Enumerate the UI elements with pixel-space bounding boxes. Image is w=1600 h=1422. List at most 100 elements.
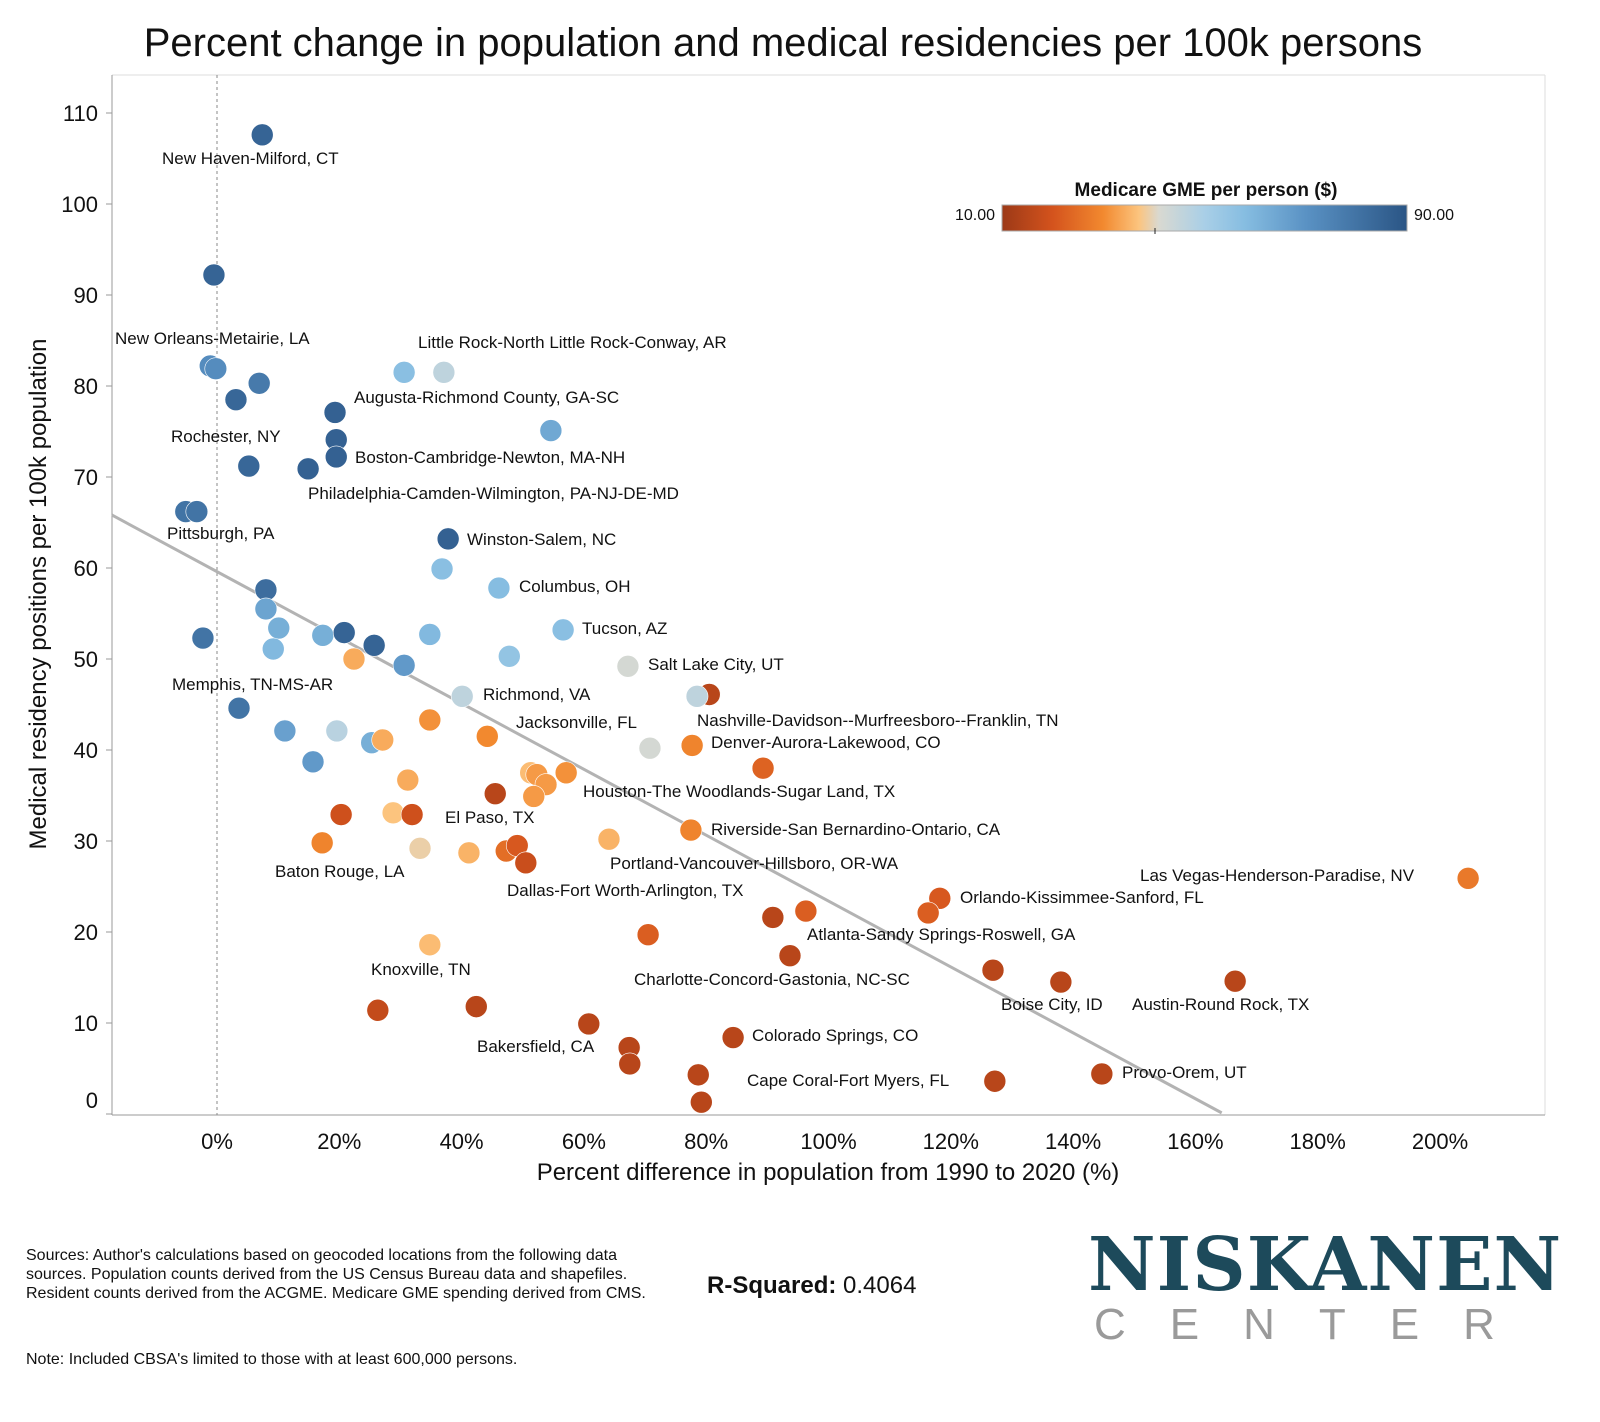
- data-point: [261, 637, 285, 661]
- data-point: [204, 357, 228, 381]
- y-tick-label: 60: [74, 556, 98, 581]
- point-label: Nashville-Davidson--Murfreesboro--Frankl…: [697, 711, 1059, 730]
- data-point: [362, 634, 386, 657]
- data-point: [296, 457, 320, 481]
- data-point: [778, 944, 802, 967]
- data-point: [185, 500, 209, 523]
- data-point: [483, 782, 507, 805]
- point-label: Tucson, AZ: [582, 619, 667, 638]
- data-point: [983, 1069, 1007, 1093]
- data-point: [522, 785, 546, 808]
- data-point: [342, 647, 366, 671]
- x-tick-label: 140%: [1045, 1129, 1101, 1154]
- point-label: Cape Coral-Fort Myers, FL: [747, 1071, 949, 1090]
- data-point: [981, 958, 1005, 982]
- data-point: [686, 1063, 710, 1087]
- data-point: [554, 761, 578, 785]
- data-point: [250, 123, 274, 147]
- data-point: [618, 1052, 642, 1076]
- x-tick-label: 160%: [1167, 1129, 1223, 1154]
- data-point: [680, 734, 704, 757]
- y-tick-label: 30: [74, 829, 98, 854]
- point-label: Orlando-Kissimmee-Sanford, FL: [960, 888, 1204, 907]
- legend-min-label: 10.00: [955, 207, 995, 224]
- legend-gradient-bar: [1001, 204, 1408, 232]
- data-point: [202, 263, 226, 287]
- point-label: Richmond, VA: [483, 685, 591, 704]
- data-point: [475, 725, 499, 748]
- data-point: [1090, 1062, 1114, 1086]
- point-label: Bakersfield, CA: [477, 1037, 595, 1056]
- data-point: [267, 616, 291, 640]
- data-point: [436, 527, 460, 551]
- point-label: Riverside-San Bernardino-Ontario, CA: [711, 820, 1001, 839]
- data-point: [690, 1090, 713, 1114]
- point-label: Austin-Round Rock, TX: [1132, 995, 1309, 1014]
- point-label: Charlotte-Concord-Gastonia, NC-SC: [634, 970, 910, 989]
- data-point: [408, 836, 432, 860]
- point-label: Little Rock-North Little Rock-Conway, AR: [418, 333, 727, 352]
- y-axis-label: Medical residency positions per 100k pop…: [25, 339, 52, 850]
- y-tick-label: 20: [74, 920, 98, 945]
- point-label: Denver-Aurora-Lakewood, CO: [711, 733, 941, 752]
- r-squared-value: 0.4064: [843, 1272, 917, 1299]
- scatter-chart: Percent change in population and medical…: [25, 21, 1546, 1186]
- chart-title: Percent change in population and medical…: [144, 21, 1423, 65]
- x-tick-label: 120%: [923, 1129, 979, 1154]
- data-point: [418, 708, 442, 732]
- data-point: [577, 1012, 601, 1036]
- x-tick-label: 200%: [1412, 1129, 1468, 1154]
- x-tick-label: 80%: [684, 1129, 728, 1154]
- point-label: Augusta-Richmond County, GA-SC: [354, 388, 619, 407]
- y-tick-label: 90: [74, 283, 98, 308]
- y-tick-label: 0: [86, 1088, 98, 1113]
- data-point: [310, 831, 334, 855]
- data-point: [916, 901, 940, 925]
- data-point: [450, 685, 474, 708]
- x-tick-label: 20%: [317, 1129, 361, 1154]
- point-label: Dallas-Fort Worth-Arlington, TX: [507, 881, 744, 900]
- data-point: [237, 454, 261, 478]
- data-point: [400, 803, 424, 826]
- data-point: [1456, 867, 1480, 890]
- x-tick-label: 60%: [562, 1129, 606, 1154]
- data-point: [497, 644, 521, 668]
- data-point: [514, 851, 538, 875]
- r-squared: R-Squared: 0.4064: [707, 1272, 916, 1300]
- point-label: Knoxville, TN: [371, 960, 471, 979]
- point-label: Columbus, OH: [519, 577, 630, 596]
- color-legend: Medicare GME per person ($) 10.00 90.00: [955, 180, 1454, 234]
- data-point: [487, 576, 511, 600]
- data-point: [761, 906, 785, 929]
- x-axis-ticks: 0% 20% 40% 60% 80% 100% 120% 140% 160% 180% 200%: [201, 1129, 1468, 1154]
- data-point: [323, 401, 347, 424]
- data-point: [247, 371, 271, 395]
- point-label: Pittsburgh, PA: [167, 524, 275, 543]
- sources-text: Sources: Author's calculations based on …: [26, 1247, 646, 1302]
- y-tick-label: 10: [74, 1011, 98, 1036]
- point-label: Winston-Salem, NC: [467, 530, 616, 549]
- data-point: [227, 696, 251, 720]
- data-point: [432, 361, 456, 384]
- y-tick-label: 80: [74, 374, 98, 399]
- data-point: [1049, 970, 1073, 994]
- data-point: [324, 445, 348, 469]
- data-point: [325, 719, 349, 743]
- point-label: Boston-Cambridge-Newton, MA-NH: [355, 448, 625, 467]
- data-point: [329, 803, 353, 826]
- point-labels: New Haven-Milford, CT New Orleans-Metairi…: [115, 149, 1415, 1090]
- niskanen-logo: NISKANEN: [1088, 1222, 1563, 1308]
- data-point: [721, 1026, 745, 1049]
- data-point: [551, 618, 575, 642]
- legend-max-label: 90.00: [1414, 207, 1454, 224]
- data-point: [1223, 969, 1247, 993]
- y-tick-label: 50: [74, 647, 98, 672]
- center-logo: CENTER: [1094, 1300, 1539, 1349]
- data-point: [396, 768, 420, 792]
- data-point: [751, 756, 775, 780]
- x-tick-label: 0%: [201, 1129, 233, 1154]
- plot-frame: [111, 74, 1546, 1116]
- data-point: [430, 557, 454, 581]
- y-tick-label: 70: [74, 465, 98, 490]
- data-point: [254, 597, 278, 621]
